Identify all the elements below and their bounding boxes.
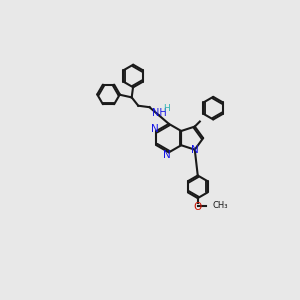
Text: O: O <box>194 202 202 212</box>
Text: N: N <box>163 150 170 160</box>
Text: NH: NH <box>152 108 167 118</box>
Text: N: N <box>151 124 159 134</box>
Text: H: H <box>164 104 170 113</box>
Text: CH₃: CH₃ <box>213 201 228 210</box>
Text: N: N <box>191 145 199 155</box>
